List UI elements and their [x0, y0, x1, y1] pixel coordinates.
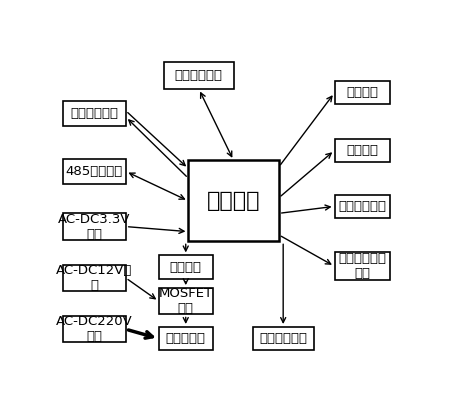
- Text: 电磁铁动作: 电磁铁动作: [166, 332, 206, 345]
- Bar: [63, 101, 126, 126]
- Text: AC-DC3.3V
电源: AC-DC3.3V 电源: [58, 213, 131, 240]
- Text: 过零检测电路: 过零检测电路: [259, 332, 307, 345]
- Text: MOSFET
驱动: MOSFET 驱动: [158, 287, 213, 315]
- Bar: [164, 63, 233, 89]
- Bar: [335, 195, 390, 218]
- Text: 存储模块: 存储模块: [346, 86, 379, 99]
- Bar: [189, 160, 279, 241]
- Text: 数据采集模块: 数据采集模块: [175, 69, 223, 82]
- Text: 485通讯模块: 485通讯模块: [66, 165, 123, 178]
- Bar: [253, 327, 313, 350]
- Bar: [159, 255, 213, 279]
- Text: 按钔处理模块: 按钔处理模块: [339, 200, 386, 213]
- Bar: [335, 81, 390, 105]
- Text: 光耦隔离: 光耦隔离: [170, 261, 202, 274]
- Text: 显示模块: 显示模块: [346, 144, 379, 157]
- Text: 实时时钟模块: 实时时钟模块: [70, 107, 119, 120]
- Bar: [63, 159, 126, 184]
- Bar: [63, 316, 126, 343]
- Text: AC-DC220V
电源: AC-DC220V 电源: [56, 315, 133, 343]
- Text: AC-DC12V电
源: AC-DC12V电 源: [56, 264, 132, 292]
- Text: 分闸时间检测
模块: 分闸时间检测 模块: [339, 252, 386, 280]
- Bar: [159, 288, 213, 314]
- Bar: [335, 139, 390, 162]
- Bar: [159, 327, 213, 350]
- Text: 微处理器: 微处理器: [207, 191, 260, 211]
- Bar: [63, 265, 126, 291]
- Bar: [63, 213, 126, 240]
- Bar: [335, 252, 390, 280]
